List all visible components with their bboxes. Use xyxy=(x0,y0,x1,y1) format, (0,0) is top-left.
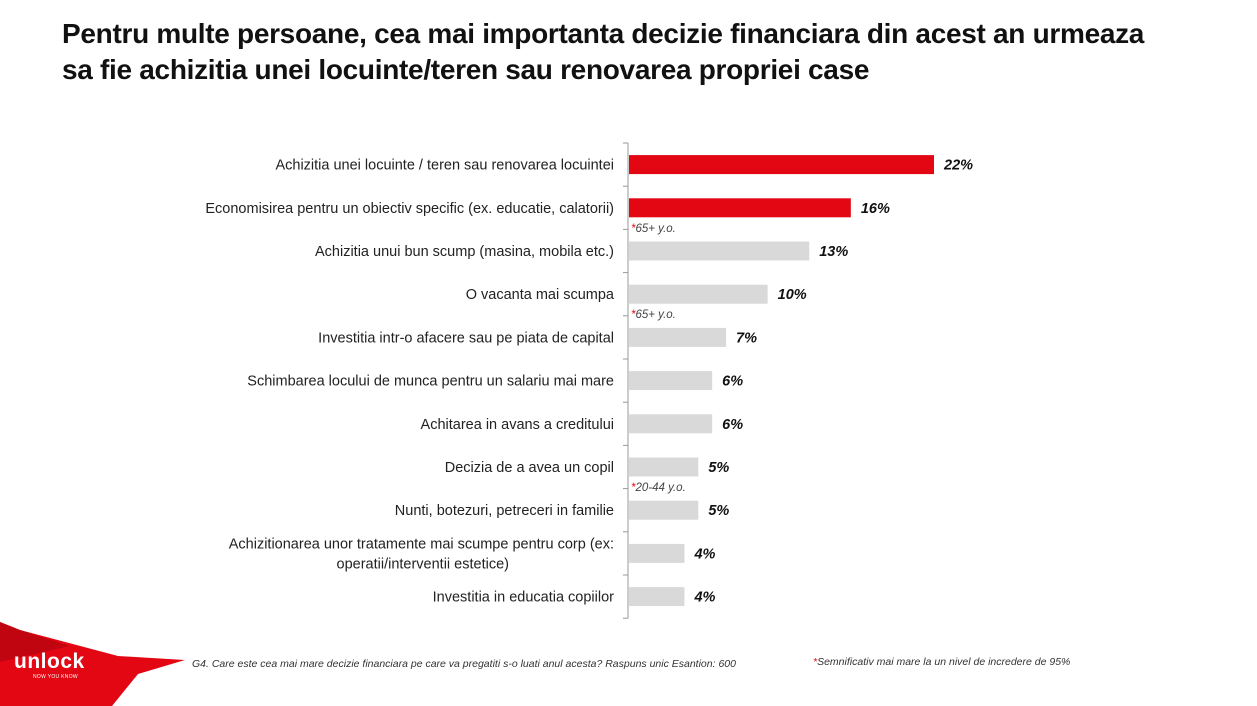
category-label: Schimbarea locului de munca pentru un sa… xyxy=(247,374,614,390)
category-label: Achizitia unei locuinte / teren sau reno… xyxy=(275,158,614,174)
data-label: 22% xyxy=(943,158,973,174)
significance-note: *65+ y.o. xyxy=(631,309,676,321)
data-label: 7% xyxy=(736,330,757,346)
bar xyxy=(629,327,727,347)
bar xyxy=(629,198,851,218)
data-label: 4% xyxy=(693,546,715,562)
category-label: O vacanta mai scumpa xyxy=(466,287,615,303)
category-label: Investitia intr-o afacere sau pe piata d… xyxy=(318,330,614,346)
logo-shade xyxy=(0,622,70,662)
data-label: 5% xyxy=(708,460,729,476)
category-label: Investitia in educatia copiilor xyxy=(433,590,615,606)
chart-title: Pentru multe persoane, cea mai important… xyxy=(62,18,1145,85)
bar xyxy=(629,457,699,477)
category-label: Decizia de a avea un copil xyxy=(445,460,614,476)
category-label: Achizitia unui bun scump (masina, mobila… xyxy=(315,244,614,260)
significance-star: * xyxy=(813,656,818,668)
significance-footnote: *Semnificativ mai mare la un nivel de in… xyxy=(813,656,1070,668)
question-footnote: G4. Care este cea mai mare decizie finan… xyxy=(192,658,736,670)
bar xyxy=(629,500,699,520)
bar xyxy=(629,155,934,175)
significance-text: Semnificativ mai mare la un nivel de inc… xyxy=(817,656,1071,668)
data-label: 4% xyxy=(693,590,715,606)
data-label: 6% xyxy=(722,374,743,390)
bar xyxy=(629,241,810,261)
bar xyxy=(629,284,768,304)
data-label: 13% xyxy=(819,244,848,260)
data-label: 16% xyxy=(861,201,890,217)
category-label: Achizitionarea unor tratamente mai scump… xyxy=(229,536,614,552)
bar xyxy=(629,543,685,563)
data-label: 6% xyxy=(722,417,743,433)
significance-note: *65+ y.o. xyxy=(631,223,676,235)
category-label: Nunti, botezuri, petreceri in familie xyxy=(395,503,614,519)
data-label: 10% xyxy=(778,287,807,303)
category-label: Economisirea pentru un obiectiv specific… xyxy=(205,201,614,217)
bar xyxy=(629,371,713,391)
unlock-logo-shape xyxy=(0,622,185,706)
significance-note: *20-44 y.o. xyxy=(631,482,686,494)
logo-tagline: NOW YOU KNOW xyxy=(33,674,78,680)
logo-text: unlock xyxy=(14,650,85,673)
category-label: Achitarea in avans a creditului xyxy=(421,417,614,433)
category-label-continued: operatii/interventii estetice) xyxy=(337,556,509,572)
data-label: 5% xyxy=(708,503,729,519)
bar xyxy=(629,587,685,607)
bar xyxy=(629,414,713,434)
